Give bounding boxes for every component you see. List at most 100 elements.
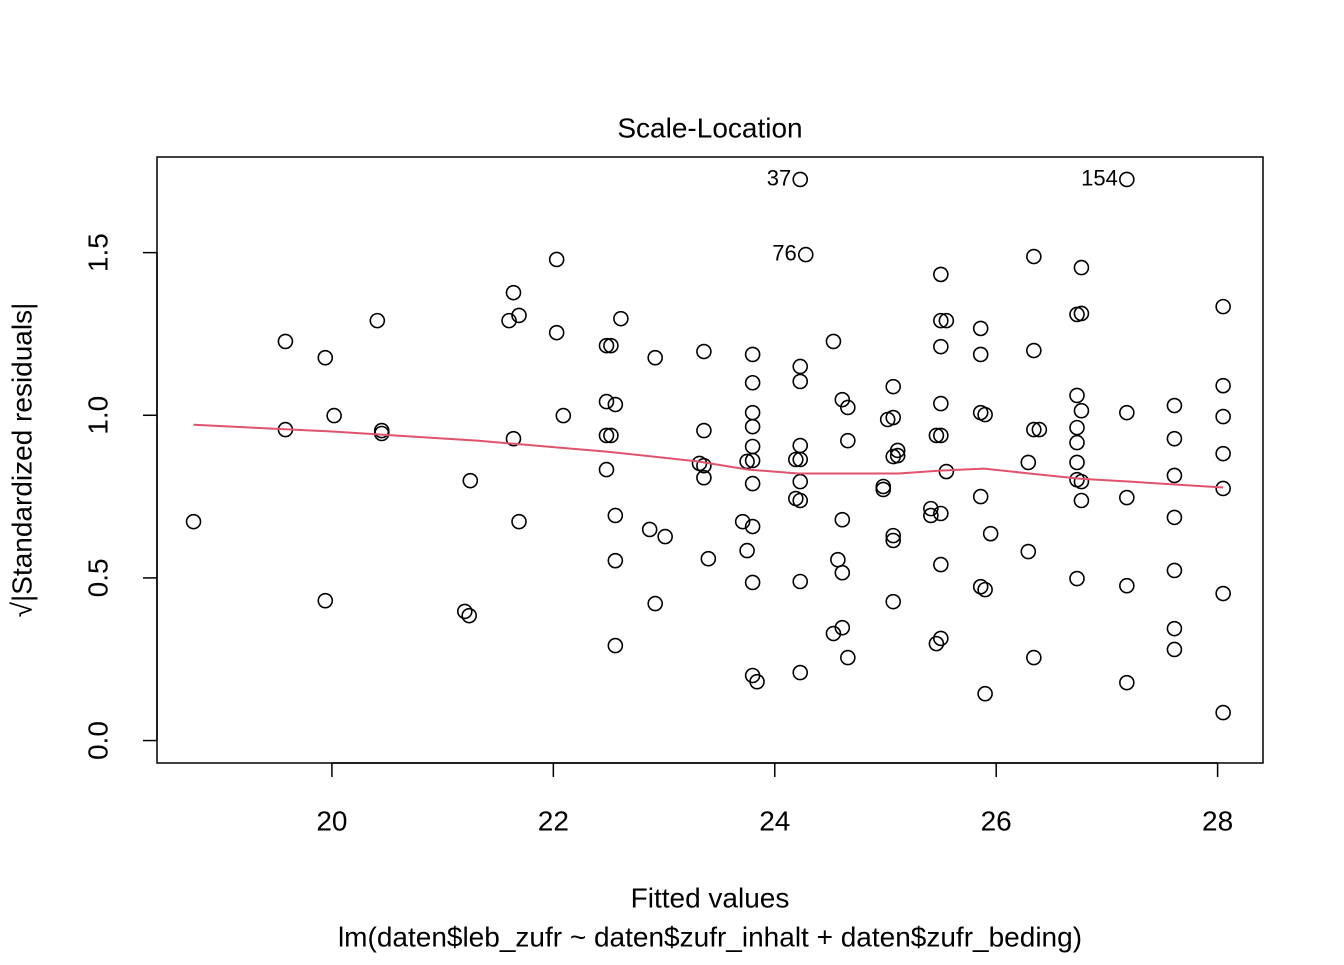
point [977,685,993,702]
point [641,521,658,538]
x-tick-label: 22 [538,805,569,836]
point [1031,421,1048,438]
point [1020,454,1037,471]
point [1119,489,1135,506]
point [928,427,945,444]
point [607,396,624,413]
point [923,507,939,524]
point [885,409,902,426]
point-label: 37 [767,165,791,190]
point [326,407,342,424]
point [744,438,761,455]
point [598,337,615,354]
point [1026,421,1042,438]
point [1026,342,1042,359]
point [744,346,761,363]
point [613,310,629,327]
point [840,432,856,449]
point [792,358,809,375]
point [1069,454,1085,471]
point [744,374,761,391]
point [700,550,717,567]
y-tick-label: 0.0 [82,721,113,760]
point [1166,397,1183,414]
point [1166,641,1183,658]
point [456,603,473,620]
point [657,528,673,545]
point [840,649,856,666]
point [1069,419,1085,436]
point [1166,430,1183,447]
point [1119,674,1135,691]
point [933,427,949,444]
point [938,312,955,329]
point [1215,445,1231,462]
point [840,399,856,416]
point [505,430,522,447]
point [977,581,993,598]
point [1215,408,1231,425]
point [933,630,949,647]
point [972,488,989,505]
point [598,427,615,444]
point [749,673,765,690]
point [1073,402,1090,419]
point [885,378,902,395]
x-tick-label: 28 [1202,805,1233,836]
point [1215,585,1231,602]
point [834,511,851,528]
subtitle: lm(daten$leb_zufr ~ daten$zufr_inhalt + … [338,921,1082,952]
point [825,333,842,350]
point [982,525,999,542]
point [1166,620,1183,637]
point [885,527,902,544]
point [744,404,761,421]
point [505,284,522,301]
point [1026,649,1042,666]
point [1069,434,1085,451]
point [277,333,294,350]
y-axis-label: √|Standardized residuals| [6,303,37,618]
point [1215,480,1231,497]
point [598,393,615,410]
point [744,574,761,591]
point-label: 154 [1081,165,1118,190]
point [792,373,809,390]
point [972,346,989,363]
point [696,469,712,486]
point [647,595,663,612]
point [462,472,479,489]
point [744,418,761,435]
point [734,513,751,530]
point [1166,467,1183,484]
point [598,461,615,478]
smoother-line [193,423,1224,489]
point [933,395,949,412]
point [933,505,949,522]
point [744,475,761,492]
y-tick-label: 1.5 [82,233,113,272]
point [1119,577,1135,594]
point [317,349,334,366]
point [933,266,949,283]
point [511,307,527,324]
point [972,578,989,595]
y-tick-label: 1.0 [82,396,113,435]
point [875,481,892,498]
point [607,552,624,569]
point [792,473,809,490]
point [696,422,712,439]
point [607,507,624,524]
point [834,619,851,636]
point [889,442,906,459]
x-tick-label: 26 [981,805,1012,836]
point [1069,387,1085,404]
x-axis-label: Fitted values [631,882,790,913]
point [825,625,842,642]
point [933,556,949,573]
point [1073,492,1090,509]
point [1073,473,1090,490]
point [548,324,565,341]
point [744,452,761,469]
point [555,407,572,424]
